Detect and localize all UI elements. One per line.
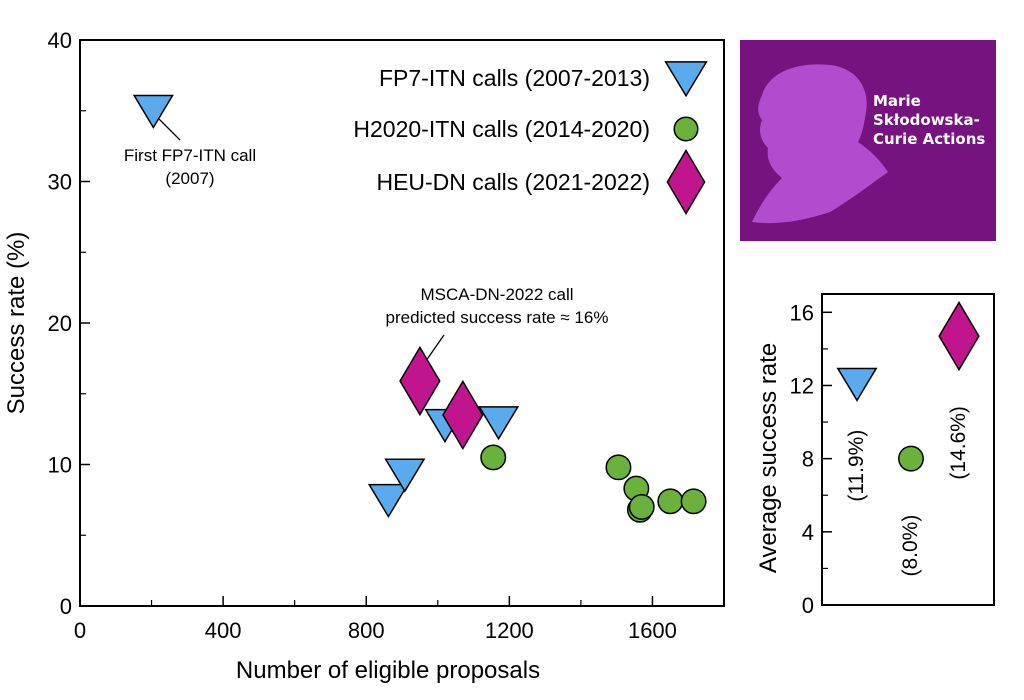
fp7-itn-point <box>478 406 520 441</box>
inset-y-tick-label: 4 <box>802 520 814 545</box>
inset-heu-dn-point <box>938 301 980 372</box>
fp7-itn-point <box>384 458 426 493</box>
x-tick-label: 1200 <box>485 618 534 643</box>
fp7-itn-point <box>132 94 174 129</box>
h2020-itn-point <box>628 493 655 520</box>
legend-label-heu: HEU-DN calls (2021-2022) <box>376 169 650 195</box>
h2020-itn-point <box>680 488 707 515</box>
annotation-msca-dn-line1: MSCA-DN-2022 call <box>420 285 573 304</box>
heu-dn-point <box>442 379 484 451</box>
logo-text-line2: Skłodowska- <box>873 111 980 129</box>
main-data-points <box>132 94 707 523</box>
inset-fp7-itn-point <box>836 367 878 402</box>
legend-marker-heu-dn <box>666 149 706 215</box>
legend: FP7-ITN calls (2007-2013) H2020-ITN call… <box>353 61 708 215</box>
y-tick-label: 30 <box>48 170 72 195</box>
main-annotations: First FP7-ITN call (2007) MSCA-DN-2022 c… <box>124 115 609 369</box>
legend-label-h2020: H2020-ITN calls (2014-2020) <box>353 116 650 142</box>
main-x-axis-title: Number of eligible proposals <box>236 657 540 684</box>
annotation-first-call-line1: First FP7-ITN call <box>124 146 256 165</box>
inset-average-label: (14.6%) <box>947 406 970 480</box>
x-tick-label: 1600 <box>628 618 677 643</box>
x-tick-label: 800 <box>348 618 385 643</box>
inset-y-tick-label: 0 <box>802 593 814 618</box>
inset-y-tick-label: 12 <box>790 373 814 398</box>
inset-plot-frame <box>821 293 995 606</box>
legend-label-fp7: FP7-ITN calls (2007-2013) <box>379 65 650 91</box>
heu-dn-point <box>399 345 441 417</box>
inset-axis-ticks: 0 4 8 12 16 <box>790 300 832 618</box>
y-tick-label: 40 <box>48 28 72 53</box>
h2020-itn-point <box>605 454 632 481</box>
x-tick-label: 0 <box>74 618 86 643</box>
y-tick-label: 10 <box>48 453 72 478</box>
annotation-first-call-line2: (2007) <box>165 169 214 188</box>
msca-logo: Marie Skłodowska- Curie Actions <box>740 40 996 241</box>
y-tick-label: 20 <box>48 311 72 336</box>
annotation-msca-dn-line2: predicted success rate ≈ 16% <box>386 308 609 327</box>
annotation-leader-first-call <box>155 115 181 141</box>
y-tick-label: 0 <box>60 594 72 619</box>
logo-text-line3: Curie Actions <box>873 130 985 148</box>
logo-portrait-silhouette <box>752 64 888 224</box>
x-tick-label: 400 <box>205 618 242 643</box>
fp7-itn-point <box>367 483 409 519</box>
inset-h2020-itn-point <box>898 445 924 472</box>
inset-average-plot: 0 4 8 12 16 (11.9%) (8.0%) (14.6%) Average suc… <box>755 293 995 618</box>
inset-average-label: (11.9%) <box>845 430 868 502</box>
inset-y-tick-label: 8 <box>802 447 814 472</box>
main-axis-ticks: 0 400 800 1200 1600 0 10 20 30 40 <box>48 28 677 643</box>
main-scatter-plot: 0 400 800 1200 1600 0 10 20 30 40 First FP7-ITN c… <box>3 28 725 684</box>
logo-text-line1: Marie <box>873 92 921 110</box>
inset-y-axis-title: Average success rate <box>755 343 782 573</box>
legend-marker-fp7-itn <box>664 61 708 98</box>
legend-markers <box>664 61 708 215</box>
h2020-itn-point <box>480 444 507 471</box>
main-y-axis-title: Success rate (%) <box>3 232 30 415</box>
inset-data-points: (11.9%) (8.0%) (14.6%) <box>836 301 980 577</box>
inset-average-label: (8.0%) <box>899 515 922 577</box>
h2020-itn-point <box>657 488 684 515</box>
legend-marker-h2020-itn <box>673 116 699 142</box>
inset-y-tick-label: 16 <box>790 300 814 325</box>
